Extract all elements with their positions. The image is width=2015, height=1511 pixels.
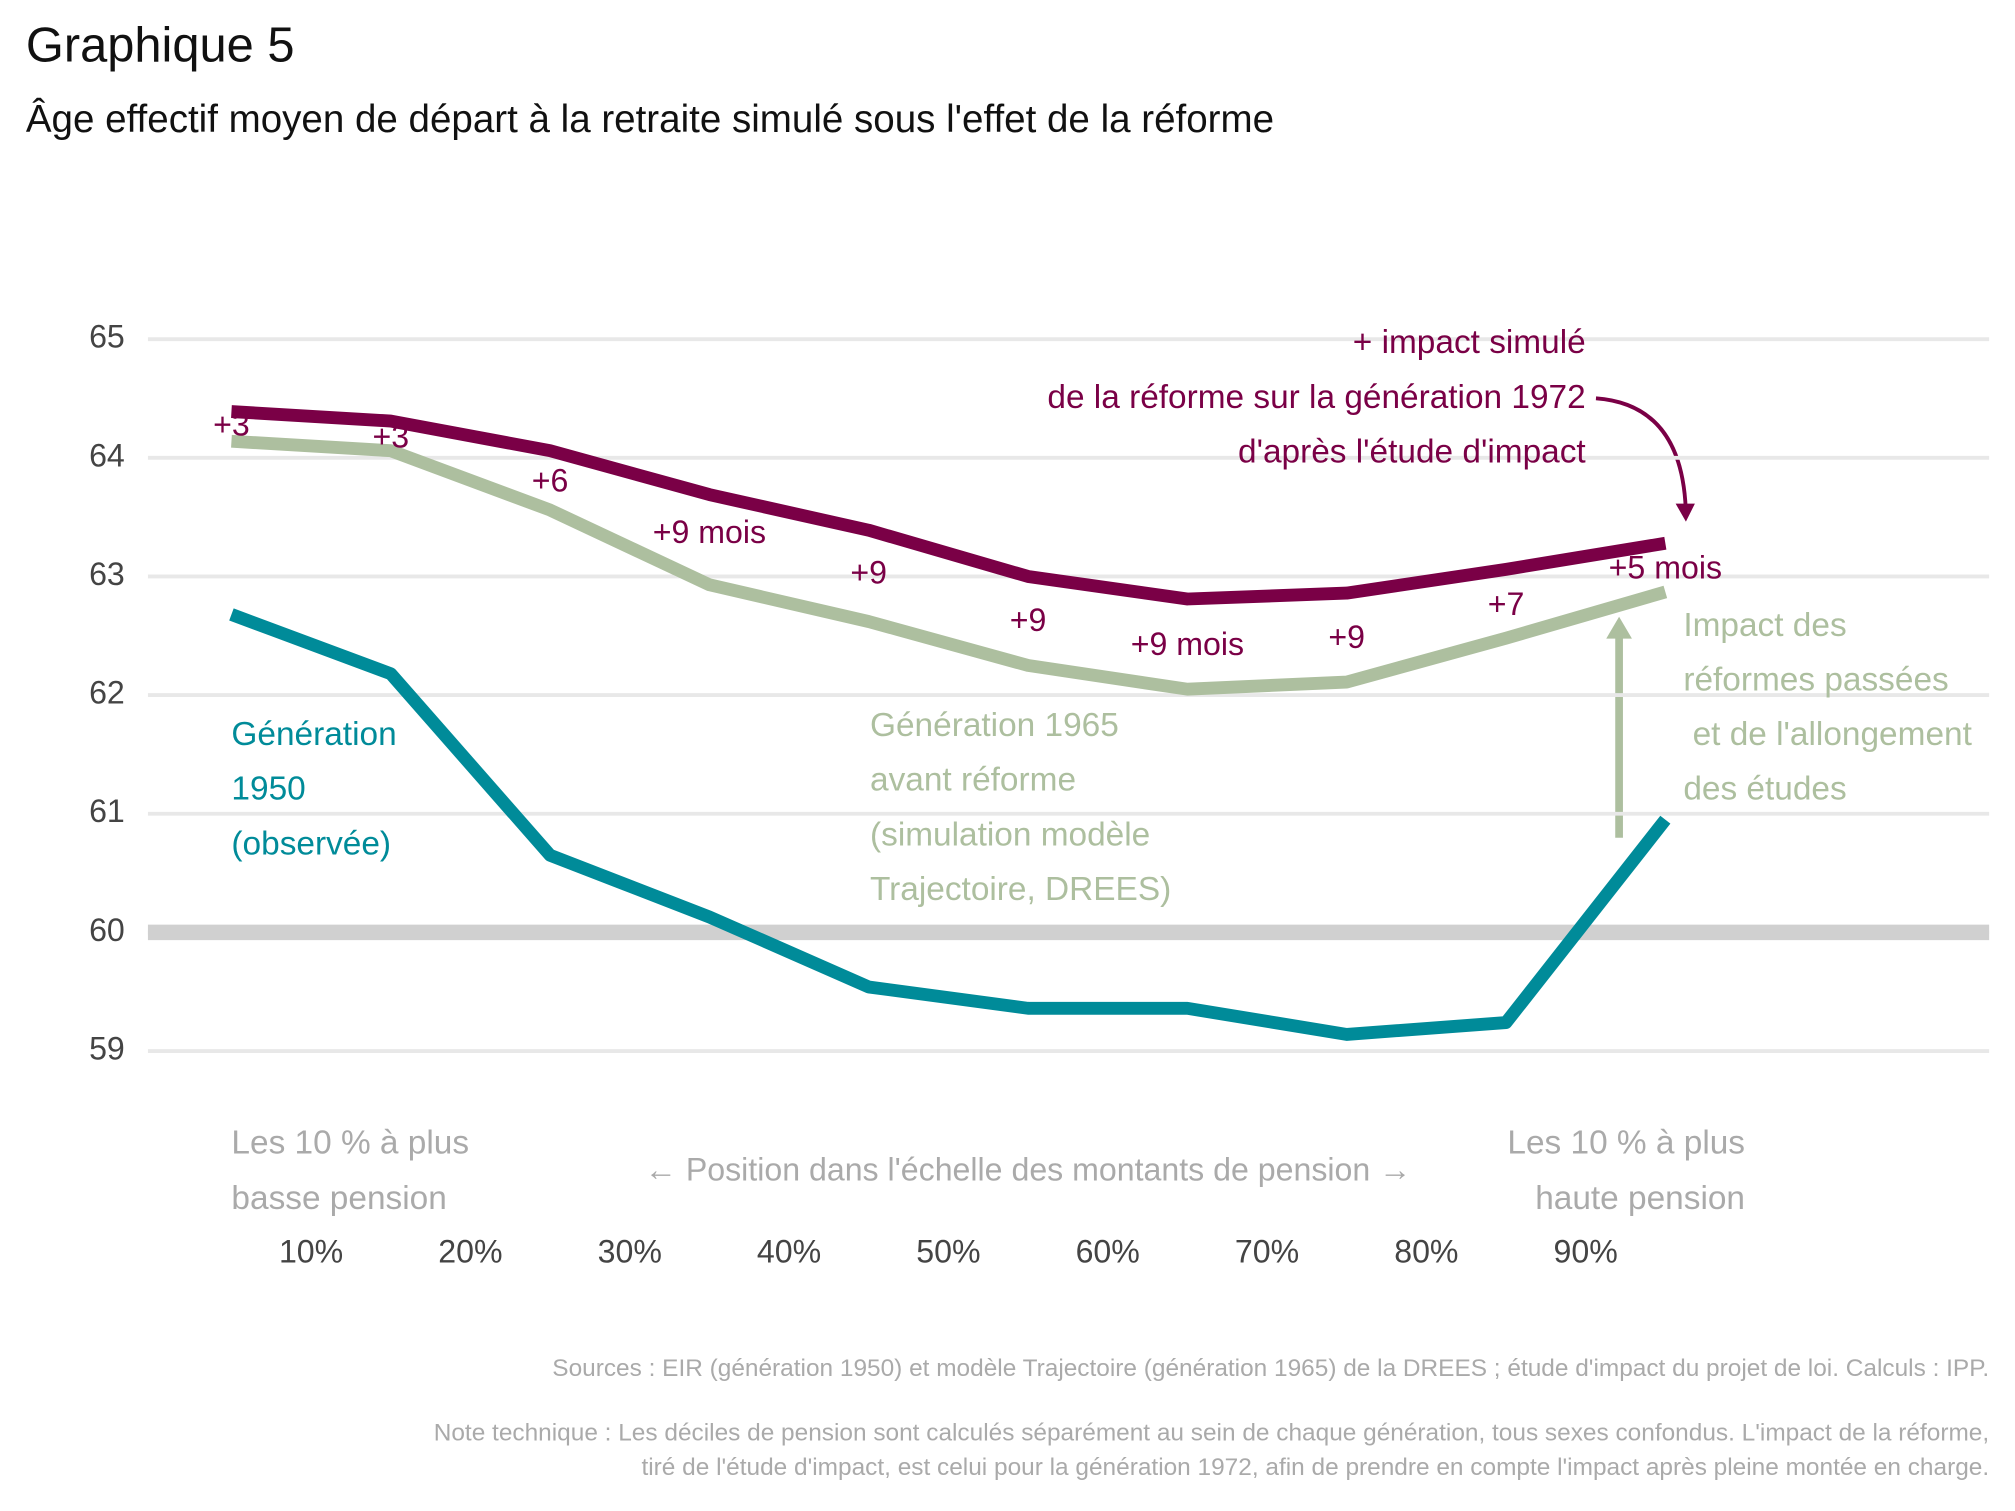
annotation-arrow (1595, 396, 1688, 514)
point-label: +5 mois (1609, 550, 1722, 586)
x-tick-label: 80% (1394, 1234, 1458, 1270)
point-label: +9 (850, 555, 887, 591)
series-label: Génération (231, 716, 396, 753)
series-line (229, 608, 1671, 1041)
y-tick-label: 59 (89, 1031, 125, 1067)
x-tick-label: 10% (279, 1234, 343, 1270)
y-tick-label: 62 (89, 675, 125, 711)
point-label: +3 (372, 419, 409, 455)
y-tick-label: 63 (89, 556, 125, 592)
x-right-label: haute pension (1535, 1180, 1745, 1217)
impact-arrowhead (1606, 616, 1632, 639)
x-tick-label: 30% (598, 1234, 662, 1270)
x-tick-label: 50% (916, 1234, 980, 1270)
impact-label: Impact des (1683, 607, 1846, 644)
impact-label: réformes passées (1683, 661, 1948, 698)
series-label: Trajectoire, DREES) (870, 871, 1171, 908)
point-label: +6 (532, 462, 569, 498)
x-right-label: Les 10 % à plus (1507, 1125, 1745, 1162)
impact-label: et de l'allongement (1683, 716, 1972, 753)
series-line (231, 405, 1667, 606)
x-tick-label: 20% (438, 1234, 502, 1270)
sources: Sources : EIR (génération 1950) et modèl… (552, 1355, 1989, 1382)
point-label: +7 (1488, 586, 1525, 622)
note: tiré de l'étude d'impact, est celui pour… (641, 1454, 1989, 1481)
x-tick-label: 40% (757, 1234, 821, 1270)
x-left-label: Les 10 % à plus (231, 1125, 469, 1162)
x-tick-label: 70% (1235, 1234, 1299, 1270)
chart-title: Graphique 5 (26, 19, 295, 73)
series-label: Génération 1965 (870, 707, 1119, 744)
y-tick-label: 60 (89, 912, 125, 948)
y-tick-label: 64 (89, 437, 125, 473)
series-label: + impact simulé (1353, 324, 1586, 361)
x-tick-label: 60% (1076, 1234, 1140, 1270)
point-label: +9 (1010, 602, 1047, 638)
series-label: avant réforme (870, 762, 1076, 799)
series-label: d'après l'étude d'impact (1238, 433, 1586, 470)
point-label: +9 mois (653, 514, 766, 550)
y-tick-label: 61 (89, 793, 125, 829)
point-label: +9 (1328, 619, 1365, 655)
series-label: de la réforme sur la génération 1972 (1047, 379, 1585, 416)
x-tick-label: 90% (1554, 1234, 1618, 1270)
point-label: +3 (213, 406, 250, 442)
x-left-label: basse pension (231, 1180, 446, 1217)
point-label: +9 mois (1131, 626, 1244, 662)
y-tick-label: 65 (89, 319, 125, 355)
annotation-arrowhead (1675, 503, 1695, 522)
series-line (231, 434, 1668, 696)
series-label: (observée) (231, 825, 391, 862)
series-label: (simulation modèle (870, 816, 1150, 853)
x-axis-label: ← Position dans l'échelle des montants d… (645, 1151, 1412, 1187)
impact-label: des études (1683, 771, 1846, 808)
note: Note technique : Les déciles de pension … (434, 1419, 1989, 1446)
chart-subtitle: Âge effectif moyen de départ à la retrai… (26, 98, 1274, 141)
series-label: 1950 (231, 771, 305, 808)
